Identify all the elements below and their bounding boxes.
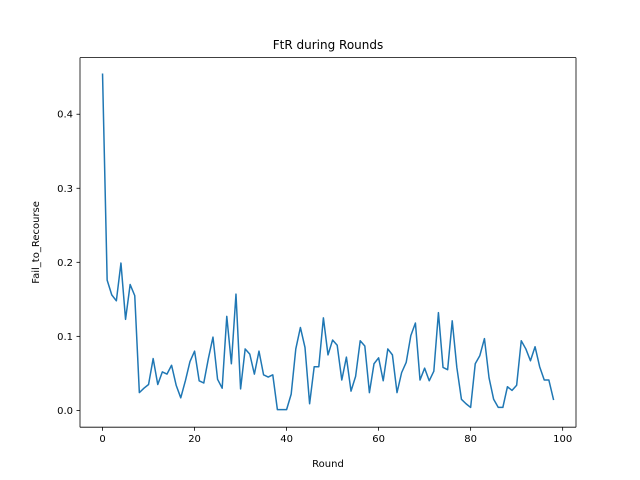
y-tick-label: 0.2 <box>57 258 73 269</box>
x-tick-label: 100 <box>553 434 572 445</box>
x-tick-label: 40 <box>280 434 293 445</box>
x-tick-label: 0 <box>99 434 105 445</box>
series-line-1 <box>101 73 555 411</box>
y-tick-label: 0.1 <box>57 332 73 343</box>
x-tick-label: 80 <box>464 434 477 445</box>
y-tick-label: 0.0 <box>57 406 73 417</box>
y-tick-label: 0.3 <box>57 184 73 195</box>
y-axis-label: Fail_to_Recourse <box>31 201 42 284</box>
x-tick-label: 60 <box>372 434 385 445</box>
x-tick-label: 20 <box>188 434 201 445</box>
chart-title: FtR during Rounds <box>273 38 384 52</box>
series-layer <box>101 73 555 411</box>
y-tick-label: 0.4 <box>57 110 73 121</box>
x-axis-label: Round <box>312 459 344 470</box>
axes-layer: 0 20 40 60 80 100 0.0 0.1 0.2 0.3 0.4 <box>57 57 577 445</box>
plot-area <box>80 57 576 428</box>
